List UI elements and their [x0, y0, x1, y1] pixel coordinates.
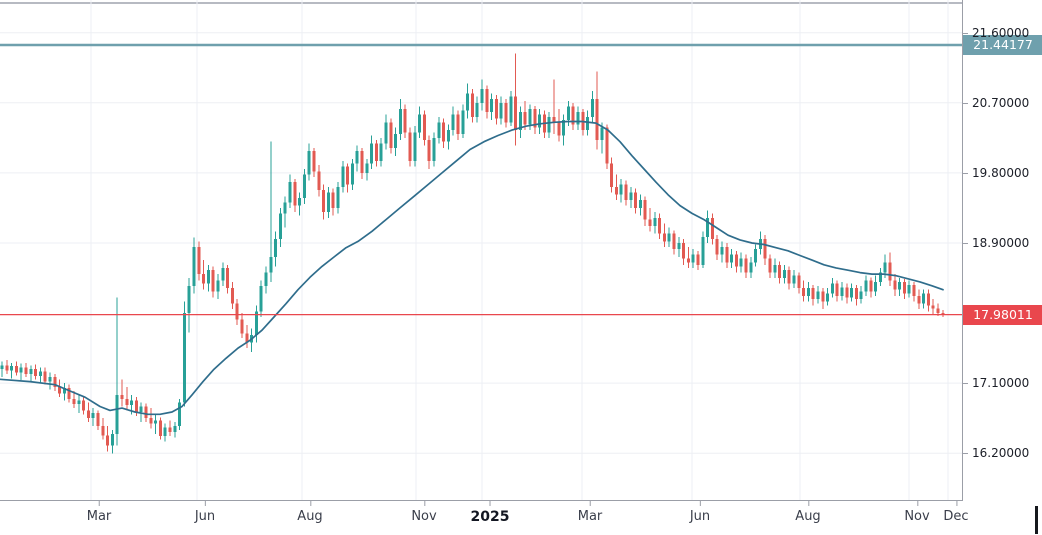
x-axis-month-label: Aug: [297, 501, 323, 524]
x-axis-month-label: Mar: [577, 501, 603, 524]
y-axis-label: 20.70000: [963, 96, 1042, 110]
y-axis-label: 18.90000: [963, 236, 1042, 250]
price-levels[interactable]: [0, 43, 962, 316]
x-axis-month-label: Nov: [411, 501, 437, 524]
price-axis[interactable]: 21.44177 17.98011 21.60000 20.70000 19.800…: [962, 0, 1042, 535]
x-axis-month-label: Nov: [904, 501, 930, 524]
x-axis-month-label: Aug: [795, 501, 821, 524]
resistance-price-badge: 21.44177: [963, 35, 1042, 56]
x-axis-month-label: Mar: [86, 501, 112, 524]
y-axis-label: 16.20000: [963, 446, 1042, 460]
time-axis-border: [0, 500, 963, 501]
x-axis-month-label: Jun: [689, 501, 711, 524]
y-axis-label: 21.60000: [963, 26, 1042, 40]
y-axis-label: 17.10000: [963, 376, 1042, 390]
candlestick-series: [0, 53, 945, 454]
price-pane[interactable]: [0, 0, 962, 500]
current-price-badge: 17.98011: [963, 304, 1042, 325]
x-axis-month-label: Dec: [943, 501, 969, 524]
time-axis[interactable]: Mar Jun Aug Nov 2025 Mar Jun Aug Nov Dec: [0, 501, 1042, 535]
ma-line: [0, 120, 944, 416]
x-axis-month-label: Jun: [194, 501, 216, 524]
gridlines: [0, 0, 962, 500]
chart-top-border: [0, 2, 1042, 4]
y-axis-label: 19.80000: [963, 166, 1042, 180]
x-axis-year-label: 2025: [470, 501, 510, 525]
scrollbar-corner-mark: [1035, 506, 1038, 534]
candlestick-chart[interactable]: [0, 0, 962, 500]
